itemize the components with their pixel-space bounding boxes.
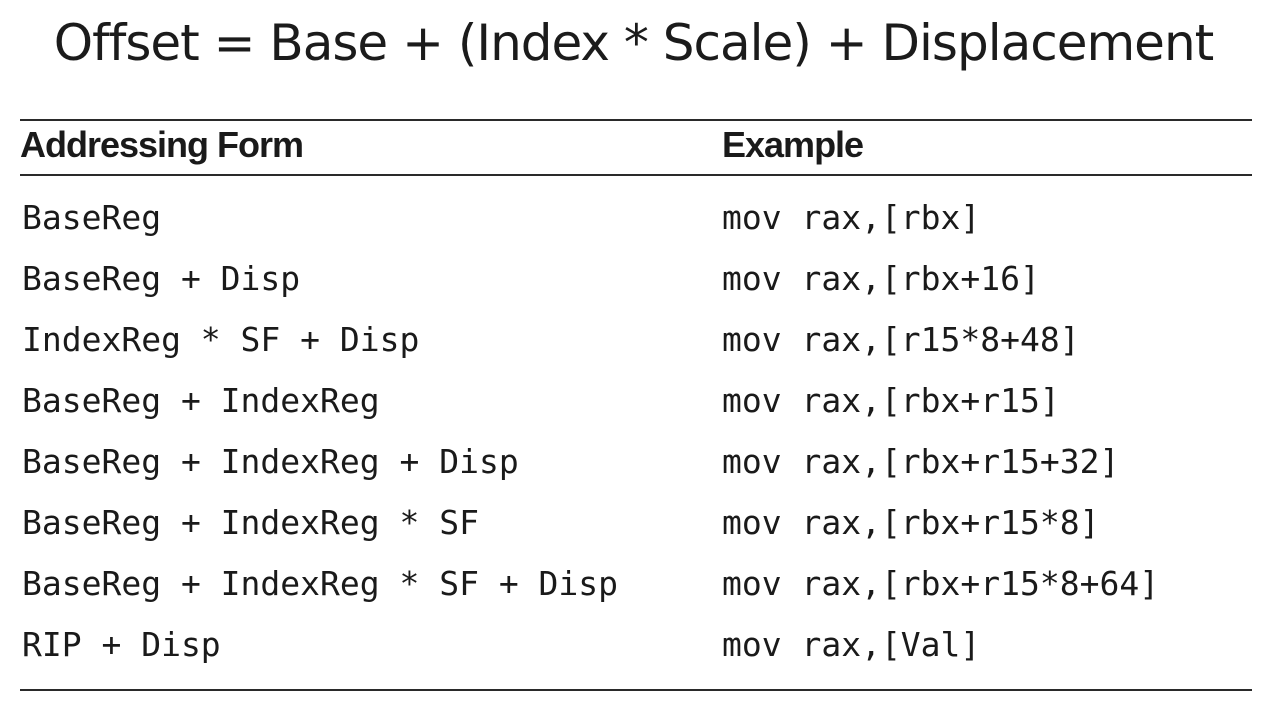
example-cell: mov rax,[rbx+r15+32] (722, 442, 1120, 481)
formula-heading: Offset = Base + (Index * Scale) + Displa… (53, 14, 1214, 72)
table-row: BaseReg + IndexReg + Disp mov rax,[rbx+r… (0, 431, 1267, 492)
example-cell: mov rax,[rbx+r15*8+64] (722, 564, 1160, 603)
addressing-form-cell: IndexReg * SF + Disp (22, 320, 420, 359)
column-header-addressing-form: Addressing Form (20, 124, 304, 165)
table-top-rule (20, 119, 1252, 121)
column-header-example: Example (722, 124, 864, 165)
example-cell: mov rax,[rbx+r15*8] (722, 503, 1100, 542)
example-cell: mov rax,[rbx+16] (722, 259, 1040, 298)
addressing-form-cell: BaseReg + IndexReg + Disp (22, 442, 519, 481)
table-row: BaseReg + Disp mov rax,[rbx+16] (0, 248, 1267, 309)
table-row: BaseReg + IndexReg mov rax,[rbx+r15] (0, 370, 1267, 431)
table-row: BaseReg mov rax,[rbx] (0, 187, 1267, 248)
addressing-form-cell: BaseReg + IndexReg * SF + Disp (22, 564, 619, 603)
addressing-form-cell: BaseReg (22, 198, 162, 237)
addressing-form-cell: BaseReg + IndexReg * SF (22, 503, 479, 542)
table-body: BaseReg mov rax,[rbx] BaseReg + Disp mov… (0, 187, 1267, 675)
addressing-form-cell: BaseReg + Disp (22, 259, 301, 298)
header-divider-rule (20, 174, 1252, 176)
example-cell: mov rax,[rbx+r15] (722, 381, 1060, 420)
example-cell: mov rax,[Val] (722, 625, 981, 664)
table-row: RIP + Disp mov rax,[Val] (0, 614, 1267, 675)
table-row: IndexReg * SF + Disp mov rax,[r15*8+48] (0, 309, 1267, 370)
example-cell: mov rax,[rbx] (722, 198, 981, 237)
table-row: BaseReg + IndexReg * SF mov rax,[rbx+r15… (0, 492, 1267, 553)
example-cell: mov rax,[r15*8+48] (722, 320, 1080, 359)
addressing-form-cell: RIP + Disp (22, 625, 221, 664)
table-row: BaseReg + IndexReg * SF + Disp mov rax,[… (0, 553, 1267, 614)
table-bottom-rule (20, 689, 1252, 691)
addressing-form-cell: BaseReg + IndexReg (22, 381, 380, 420)
